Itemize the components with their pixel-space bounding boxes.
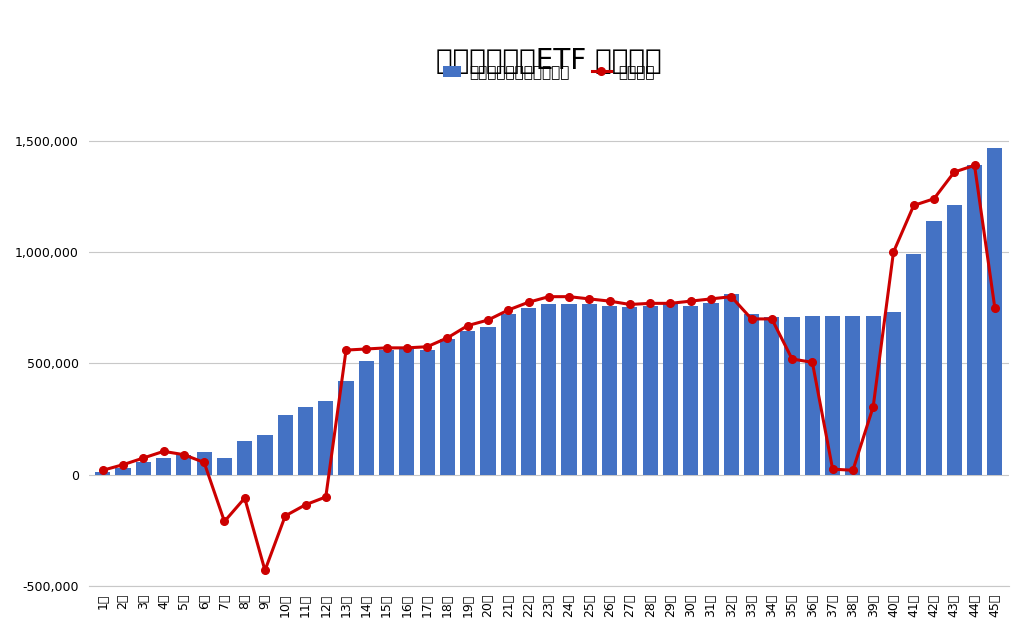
実現損益 [178,451,190,458]
Bar [318,401,334,475]
Legend: 確定利益（累積利確額）, 実現損益: 確定利益（累積利確額）, 実現損益 [443,65,654,80]
Bar [643,306,657,475]
Bar [399,349,415,475]
実現損益 [867,403,880,411]
実現損益 [603,297,615,305]
Bar [623,307,638,475]
実現損益 [745,315,758,323]
実現損益 [644,300,656,307]
Bar [440,339,455,475]
Bar [927,221,942,475]
Bar [845,315,860,475]
実現損益 [218,518,230,525]
Bar [582,305,597,475]
実現損益 [522,298,535,306]
実現損益 [948,168,961,176]
実現損益 [665,300,677,307]
Bar [339,381,353,475]
Bar [298,407,313,475]
実現損益 [888,248,900,256]
実現損益 [826,465,839,473]
Bar [764,317,779,475]
Bar [480,327,496,475]
Bar [743,315,759,475]
実現損益 [584,295,596,303]
実現損益 [624,301,636,308]
実現損益 [198,459,210,466]
実現損益 [280,512,292,520]
Bar [358,362,374,475]
実現損益 [705,295,717,303]
実現損益 [117,461,129,468]
実現損益 [96,466,109,474]
Bar [420,350,435,475]
実現損益 [685,297,697,305]
Bar [784,317,800,475]
実現損益 [360,345,373,353]
Bar [278,415,293,475]
Bar [156,458,171,475]
実現損益 [319,493,332,501]
Bar [886,312,901,475]
Line: 実現損益: 実現損益 [99,162,998,574]
Bar [825,315,841,475]
Bar [116,468,131,475]
Bar [176,454,191,475]
Title: トライオートETF 週間収支: トライオートETF 週間収支 [436,47,662,75]
Bar [987,147,1002,475]
実現損益 [381,344,393,351]
実現損益 [259,567,271,574]
実現損益 [725,293,737,300]
Bar [946,205,962,475]
実現損益 [563,293,575,300]
Bar [663,305,678,475]
実現損益 [502,307,514,314]
Bar [683,306,698,475]
実現損益 [400,344,413,351]
Bar [865,315,881,475]
実現損益 [158,447,170,455]
実現損益 [969,162,981,169]
実現損益 [543,293,555,300]
実現損益 [988,304,1000,312]
実現損益 [239,494,251,502]
Bar [136,463,151,475]
実現損益 [137,454,150,462]
Bar [257,435,272,475]
Bar [238,441,252,475]
Bar [217,458,232,475]
Bar [460,331,475,475]
実現損益 [299,501,311,509]
Bar [95,473,111,475]
実現損益 [766,315,778,323]
Bar [906,255,922,475]
Bar [379,350,394,475]
実現損益 [806,358,818,366]
Bar [542,305,556,475]
Bar [967,166,982,475]
実現損益 [340,346,352,354]
Bar [602,306,617,475]
実現損益 [482,316,495,324]
実現損益 [441,334,454,342]
Bar [561,305,577,475]
Bar [521,308,537,475]
Bar [805,315,820,475]
実現損益 [907,202,920,209]
実現損益 [847,466,859,474]
Bar [501,315,516,475]
実現損益 [421,343,433,351]
Bar [197,453,212,475]
実現損益 [786,355,799,363]
実現損益 [928,195,940,202]
Bar [724,295,739,475]
Bar [703,303,719,475]
実現損益 [462,322,474,329]
